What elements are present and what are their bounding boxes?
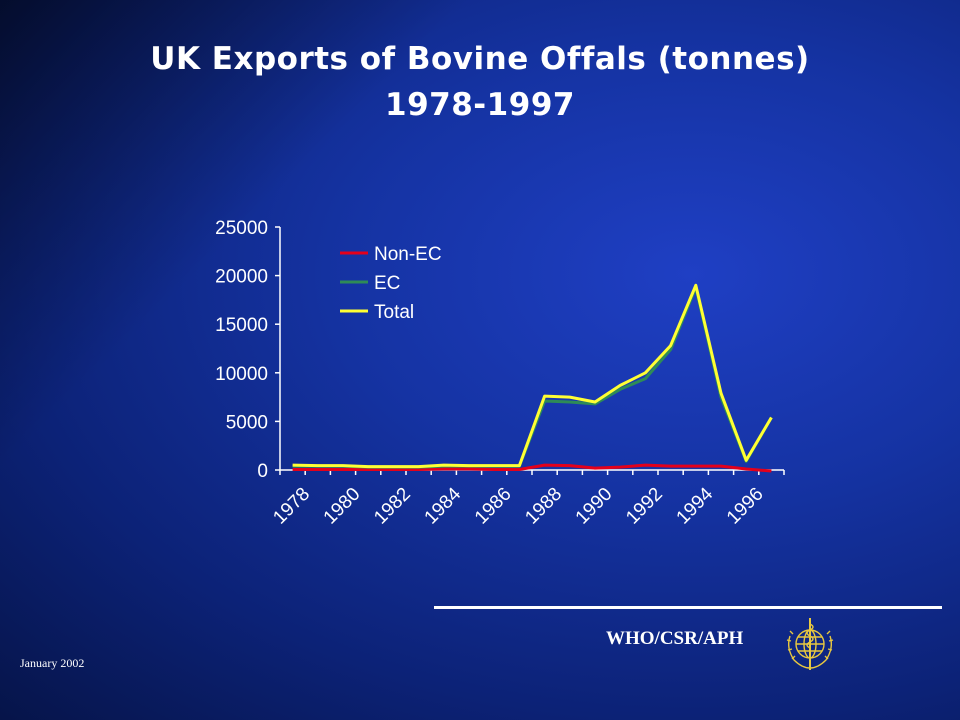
x-tick-label: 1982: [370, 484, 415, 529]
y-tick-label: 25000: [215, 218, 268, 239]
x-tick-label: 1996: [723, 484, 768, 529]
y-tick-label: 0: [257, 461, 268, 482]
x-tick-label: 1980: [320, 484, 365, 529]
x-tick-label: 1988: [521, 484, 566, 529]
footer-divider: [434, 606, 942, 609]
footer-date: January 2002: [20, 656, 85, 670]
slide-title: UK Exports of Bovine Offals (tonnes) 197…: [0, 36, 960, 128]
series-line-non-ec: [292, 463, 772, 473]
who-emblem-icon: [786, 618, 834, 670]
x-tick-label: 1986: [471, 484, 516, 529]
legend-label-non-ec: Non-EC: [374, 244, 442, 265]
footer-organization: WHO/CSR/APH: [606, 628, 744, 649]
series-line-total: [292, 283, 773, 469]
y-tick-label: 5000: [226, 412, 268, 433]
x-tick-label: 1984: [421, 483, 466, 528]
x-tick-label: 1994: [673, 483, 718, 528]
y-tick-label: 10000: [215, 364, 268, 385]
title-line-1: UK Exports of Bovine Offals (tonnes): [150, 41, 810, 77]
series-line-ec: [292, 285, 773, 469]
x-tick-label: 1990: [572, 484, 617, 529]
x-tick-label: 1978: [269, 484, 314, 529]
title-line-2: 1978-1997: [385, 87, 575, 123]
legend-label-ec: EC: [374, 273, 400, 294]
y-tick-label: 15000: [215, 315, 268, 336]
legend-label-total: Total: [374, 302, 414, 323]
x-tick-label: 1992: [622, 484, 667, 529]
y-tick-label: 20000: [215, 267, 268, 288]
